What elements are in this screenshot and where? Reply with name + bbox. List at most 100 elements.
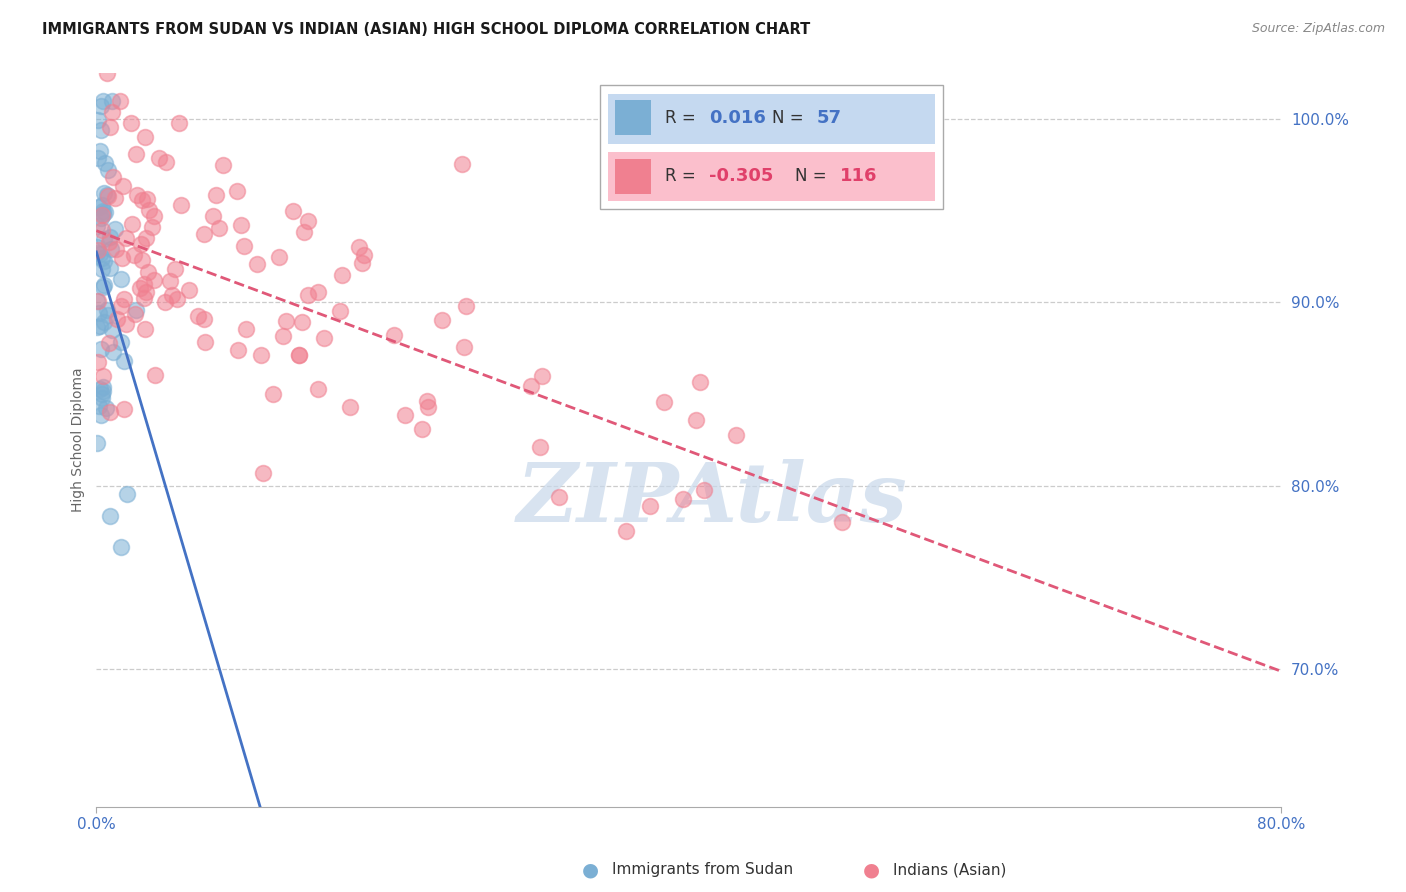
Point (252, 466, 274, 480)
Point (281, 204, 304, 219)
Point (135, 285, 157, 300)
Point (453, 340, 475, 354)
Point (97, 308, 120, 322)
Point (724, 428, 747, 442)
Point (297, 214, 319, 228)
Point (86, 240, 108, 254)
Point (232, 239, 254, 253)
Point (689, 375, 711, 389)
Point (131, 252, 153, 267)
Point (90, 391, 112, 405)
Point (98, 509, 121, 524)
Point (134, 129, 156, 144)
Text: N =: N = (772, 109, 808, 127)
Point (132, 291, 155, 305)
Point (87, 200, 110, 214)
Text: Source: ZipAtlas.com: Source: ZipAtlas.com (1251, 22, 1385, 36)
Point (97, 335, 120, 350)
Point (105, 243, 128, 257)
Point (276, 314, 298, 328)
Point (638, 499, 661, 513)
Point (350, 256, 373, 270)
Point (117, 486, 139, 500)
Point (451, 156, 474, 170)
Point (86, 219, 108, 234)
Point (287, 348, 309, 362)
Point (104, 191, 127, 205)
Point (112, 354, 135, 368)
Point (97, 235, 120, 249)
Point (330, 268, 353, 283)
Point (90, 343, 112, 357)
Y-axis label: High School Diploma: High School Diploma (72, 368, 86, 512)
Point (97, 189, 120, 203)
Point (91, 386, 114, 401)
Point (90, 211, 112, 225)
Point (418, 400, 440, 414)
Point (103, 345, 125, 359)
Point (98, 120, 121, 134)
Point (87, 293, 110, 308)
Point (111, 179, 134, 194)
Point (135, 231, 157, 245)
Point (94, 401, 117, 416)
Point (105, 311, 128, 326)
Point (96, 303, 118, 318)
Text: N =: N = (796, 168, 832, 186)
Point (416, 394, 439, 409)
Text: ZIPAtlas: ZIPAtlas (517, 458, 908, 539)
Point (121, 218, 143, 232)
Point (134, 321, 156, 335)
Point (205, 188, 228, 202)
Point (134, 277, 156, 292)
Point (135, 193, 157, 207)
Text: R =: R = (665, 168, 702, 186)
Point (90, 408, 112, 422)
Point (394, 408, 416, 422)
Point (91, 379, 114, 393)
Point (169, 116, 191, 130)
Point (93, 186, 115, 201)
Point (292, 225, 315, 239)
Point (93, 315, 115, 329)
Point (288, 348, 311, 362)
Point (93, 204, 115, 219)
Point (91, 384, 114, 399)
Point (382, 327, 405, 342)
Point (108, 94, 131, 108)
Point (312, 331, 335, 345)
Point (129, 281, 152, 295)
Point (90, 99, 112, 113)
Text: R =: R = (665, 109, 702, 127)
Text: 116: 116 (841, 168, 877, 186)
Point (201, 210, 224, 224)
Point (101, 169, 124, 184)
Bar (616, 159, 651, 194)
Point (246, 256, 269, 270)
Point (98, 229, 121, 244)
Text: ●: ● (863, 860, 880, 880)
Point (307, 382, 329, 396)
Point (87, 306, 110, 320)
Bar (609, 152, 935, 202)
Point (122, 247, 145, 261)
Point (91, 208, 114, 222)
Point (89, 382, 111, 396)
Point (143, 368, 166, 383)
Point (166, 292, 188, 306)
Point (94, 155, 117, 169)
Point (91, 368, 114, 383)
Point (110, 335, 132, 350)
FancyBboxPatch shape (600, 86, 943, 209)
Point (193, 311, 215, 326)
Point (93, 277, 115, 292)
Point (193, 227, 215, 241)
Point (86, 293, 108, 308)
Point (652, 395, 675, 409)
Point (100, 242, 122, 256)
Point (89, 247, 111, 261)
Point (86, 319, 108, 334)
Point (267, 250, 290, 264)
Text: Immigrants from Sudan: Immigrants from Sudan (612, 863, 793, 877)
Point (672, 491, 695, 506)
